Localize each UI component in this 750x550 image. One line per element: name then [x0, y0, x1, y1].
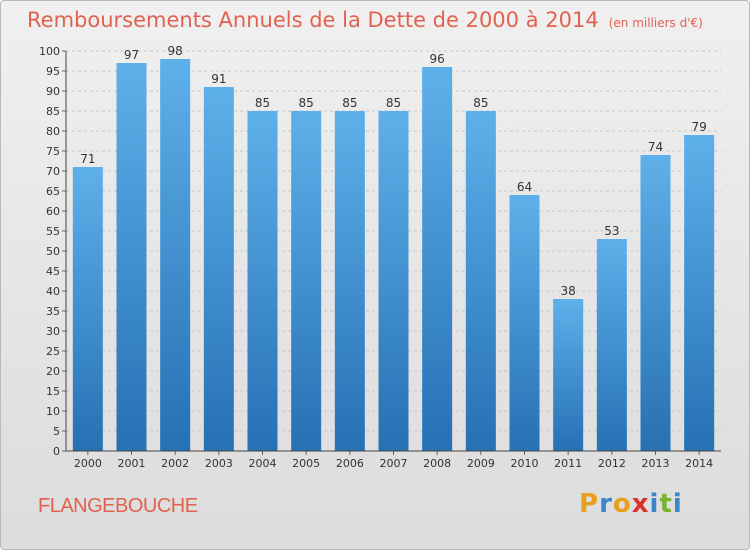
bar-2010 — [509, 195, 540, 451]
logo-letter: x — [631, 489, 650, 519]
data-label-2013: 74 — [648, 140, 663, 154]
x-tick-label-2011: 2011 — [554, 457, 582, 470]
logo-letter: o — [612, 489, 632, 519]
y-tick-label: 15 — [46, 385, 60, 398]
x-tick-label-2008: 2008 — [423, 457, 451, 470]
data-label-2001: 97 — [124, 48, 139, 62]
y-tick-label: 5 — [53, 425, 60, 438]
x-tick-label-2010: 2010 — [511, 457, 539, 470]
y-axis-tick-labels: 0 5 10 15 20 25 30 35 40 45 50 55 60 65 70 75 80 85 90 95 10… — [39, 45, 60, 458]
x-tick-label-2014: 2014 — [685, 457, 713, 470]
data-labels: 71 97 98 91 85 85 85 85 96 85 64 38 53 74 79 — [80, 44, 707, 298]
x-tick-label-2002: 2002 — [161, 457, 189, 470]
y-tick-label: 75 — [46, 145, 60, 158]
logo-letter: r — [599, 489, 613, 519]
x-tick-label-2007: 2007 — [380, 457, 408, 470]
logo-letter: P — [579, 489, 600, 519]
x-tick-label-2013: 2013 — [642, 457, 670, 470]
y-tick-label: 65 — [46, 185, 60, 198]
bar-2013 — [640, 155, 671, 451]
axes — [65, 51, 721, 455]
y-tick-label: 20 — [46, 365, 60, 378]
data-label-2005: 85 — [299, 96, 314, 110]
data-label-2000: 71 — [80, 152, 95, 166]
data-label-2004: 85 — [255, 96, 270, 110]
proxiti-logo: Proxiti — [579, 489, 683, 519]
data-label-2006: 85 — [342, 96, 357, 110]
bar-2014 — [684, 135, 715, 451]
data-label-2014: 79 — [692, 120, 707, 134]
x-tick-label-2001: 2001 — [118, 457, 146, 470]
chart-units-note: (en milliers d'€) — [608, 16, 703, 30]
bar-2004 — [247, 111, 278, 451]
logo-letter: i — [672, 489, 683, 519]
y-tick-label: 35 — [46, 305, 60, 318]
y-tick-label: 85 — [46, 105, 60, 118]
y-tick-label: 95 — [46, 65, 60, 78]
x-tick-label-2003: 2003 — [205, 457, 233, 470]
bar-2000 — [72, 167, 103, 451]
y-tick-label: 50 — [46, 245, 60, 258]
x-tick-label-2004: 2004 — [249, 457, 277, 470]
bar-2003 — [203, 87, 234, 451]
y-tick-label: 10 — [46, 405, 60, 418]
data-label-2008: 96 — [430, 52, 445, 66]
x-tick-label-2000: 2000 — [74, 457, 102, 470]
bar-2001 — [116, 63, 147, 451]
y-tick-label: 40 — [46, 285, 60, 298]
y-tick-label: 45 — [46, 265, 60, 278]
y-tick-label: 30 — [46, 325, 60, 338]
data-label-2007: 85 — [386, 96, 401, 110]
y-tick-label: 25 — [46, 345, 60, 358]
y-tick-label: 60 — [46, 205, 60, 218]
y-tick-label: 100 — [39, 45, 60, 58]
x-tick-label-2009: 2009 — [467, 457, 495, 470]
chart-title-text: Remboursements Annuels de la Dette de 20… — [27, 8, 599, 32]
bar-2006 — [334, 111, 365, 451]
data-label-2003: 91 — [211, 72, 226, 86]
bar-2009 — [465, 111, 496, 451]
bars — [72, 59, 715, 451]
x-tick-label-2006: 2006 — [336, 457, 364, 470]
x-axis-tick-labels: 2000 2001 2002 2003 2004 2005 2006 2007 2008 2009… — [74, 457, 713, 470]
y-tick-label: 55 — [46, 225, 60, 238]
data-label-2010: 64 — [517, 180, 532, 194]
chart-title: Remboursements Annuels de la Dette de 20… — [27, 8, 703, 32]
bar-2011 — [553, 299, 584, 451]
data-label-2012: 53 — [604, 224, 619, 238]
bar-2002 — [160, 59, 191, 451]
y-tick-label: 80 — [46, 125, 60, 138]
y-tick-label: 70 — [46, 165, 60, 178]
y-tick-label: 0 — [53, 445, 60, 458]
bar-2005 — [291, 111, 322, 451]
commune-name: FLANGEBOUCHE — [38, 495, 198, 517]
data-label-2011: 38 — [561, 284, 576, 298]
logo-letter: i — [649, 489, 660, 519]
data-label-2002: 98 — [168, 44, 183, 58]
y-tick-label: 90 — [46, 85, 60, 98]
x-tick-label-2005: 2005 — [292, 457, 320, 470]
data-label-2009: 85 — [473, 96, 488, 110]
bar-2012 — [596, 239, 627, 451]
bar-2008 — [422, 67, 453, 451]
x-tick-label-2012: 2012 — [598, 457, 626, 470]
bar-2007 — [378, 111, 409, 451]
logo-letter: t — [659, 489, 673, 519]
